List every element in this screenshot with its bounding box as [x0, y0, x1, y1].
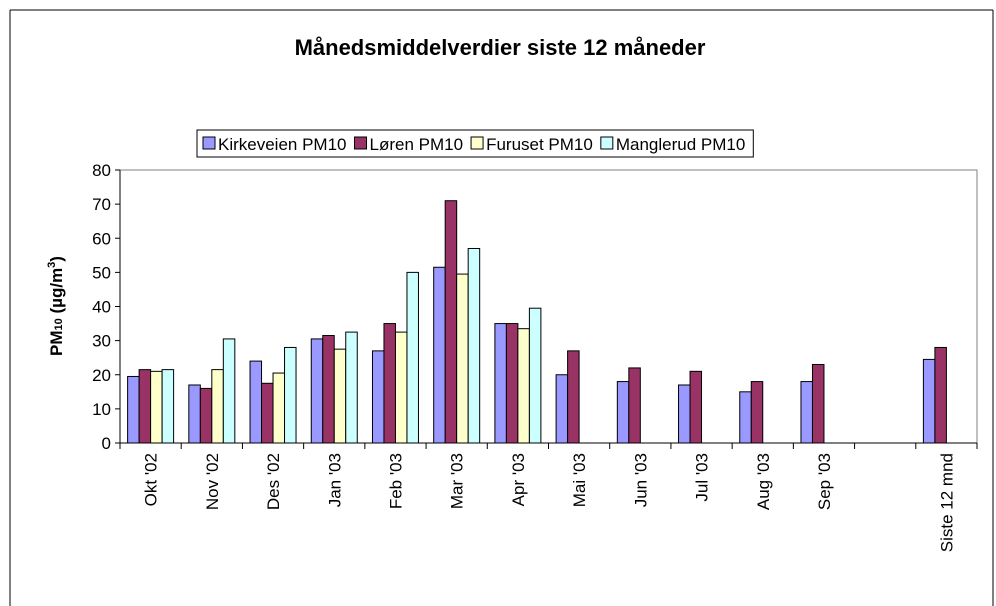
y-tick-label: 30 — [92, 332, 111, 351]
x-tick-label: Siste 12 mnd — [937, 453, 956, 552]
bar — [800, 381, 813, 444]
bar — [199, 387, 213, 444]
bar — [188, 384, 201, 444]
y-label-part: ) — [47, 256, 66, 262]
y-label-part: PM — [47, 330, 66, 356]
bar — [555, 374, 569, 444]
bar — [272, 372, 286, 444]
bar — [406, 271, 419, 444]
legend-swatch — [470, 136, 484, 150]
legend-swatch — [354, 136, 368, 150]
x-tick-label: Mar '03 — [448, 453, 467, 509]
y-axis-label: PM10 (µg/m3) — [46, 256, 66, 356]
x-tick-label: Des '02 — [264, 453, 283, 510]
bar — [505, 323, 519, 444]
bar — [517, 328, 530, 444]
bar — [750, 381, 764, 444]
legend-label: Furuset PM10 — [486, 135, 593, 154]
x-tick-label: Sep '03 — [815, 453, 834, 510]
bar — [678, 384, 691, 444]
bar — [811, 364, 825, 444]
legend-label: Manglerud PM10 — [616, 135, 745, 154]
bar — [371, 350, 385, 444]
bar — [922, 358, 936, 444]
chart-title: Månedsmiddelverdier siste 12 måneder — [295, 35, 706, 60]
bar — [383, 323, 396, 444]
y-tick-label: 60 — [92, 229, 111, 248]
y-tick-label: 80 — [92, 161, 111, 180]
legend-label: Kirkeveien PM10 — [218, 135, 347, 154]
bar — [689, 370, 703, 444]
bar — [161, 369, 175, 444]
bar — [310, 338, 324, 444]
bar — [322, 335, 335, 444]
x-tick-label: Nov '02 — [203, 453, 222, 510]
bar — [567, 350, 580, 444]
legend-swatch — [600, 136, 614, 150]
bar — [345, 331, 358, 444]
bar — [456, 273, 469, 444]
bar — [261, 382, 274, 444]
y-label-sup: 3 — [46, 262, 58, 268]
bar — [628, 367, 641, 444]
bar — [150, 370, 163, 444]
bar — [127, 375, 140, 444]
y-tick-label: 40 — [92, 298, 111, 317]
bar — [138, 369, 152, 444]
bar — [934, 346, 947, 444]
x-tick-label: Jan '03 — [325, 453, 344, 507]
bar — [494, 323, 507, 444]
bar — [528, 307, 542, 444]
bar — [211, 369, 224, 444]
bar — [222, 338, 236, 444]
bar — [739, 391, 752, 444]
bar — [467, 247, 481, 444]
bar — [433, 266, 446, 444]
plot-area — [119, 169, 978, 444]
x-tick-label: Jul '03 — [693, 453, 712, 502]
x-tick-label: Apr '03 — [509, 453, 528, 506]
y-label-sub: 10 — [53, 318, 65, 330]
x-tick-label: Mai '03 — [570, 453, 589, 507]
legend-label: Løren PM10 — [370, 135, 464, 154]
bar — [616, 381, 630, 444]
legend-swatch — [202, 136, 216, 150]
bar — [249, 360, 263, 444]
x-tick-label: Aug '03 — [754, 453, 773, 510]
y-tick-label: 20 — [92, 366, 111, 385]
bar — [444, 200, 458, 444]
x-tick-label: Jun '03 — [631, 453, 650, 507]
y-label-part: (µg/m — [47, 268, 66, 318]
y-tick-label: 50 — [92, 263, 111, 282]
x-tick-label: Okt '02 — [142, 453, 161, 506]
x-tick-label: Feb '03 — [386, 453, 405, 509]
y-tick-label: 0 — [102, 434, 111, 453]
bar — [394, 331, 408, 444]
y-tick-label: 70 — [92, 195, 111, 214]
y-tick-label: 10 — [92, 400, 111, 419]
bar — [333, 348, 347, 444]
bar — [284, 346, 297, 444]
